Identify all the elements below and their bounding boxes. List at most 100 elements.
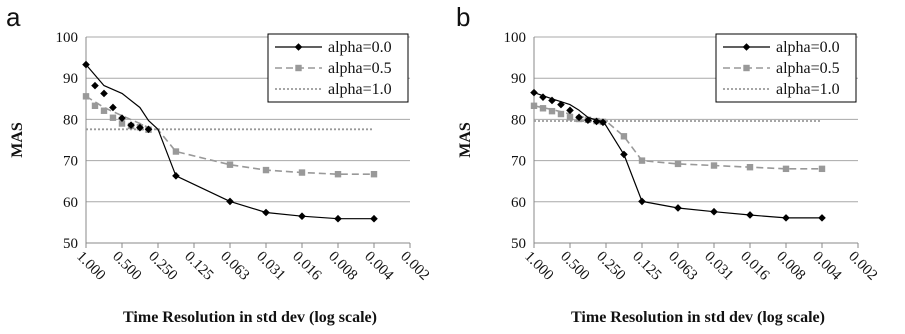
data-point-alpha=0.0 <box>584 116 592 125</box>
x-tick-label: 0.063 <box>217 249 252 284</box>
data-point-alpha=0.5 <box>710 162 718 169</box>
data-point-alpha=0.0 <box>144 125 153 134</box>
x-tick-label: 0.500 <box>557 249 592 284</box>
data-point-alpha=0.5 <box>109 114 117 121</box>
x-axis-title: Time Resolution in std dev (log scale) <box>571 309 825 326</box>
series-line-alpha=0.5 <box>533 105 822 170</box>
x-tick-label: 0.002 <box>397 249 432 284</box>
data-point-alpha=0.0 <box>638 197 646 206</box>
x-tick-label: 0.004 <box>809 249 845 285</box>
y-tick-label: 90 <box>511 71 526 87</box>
data-point-alpha=0.5 <box>566 114 574 121</box>
data-point-alpha=0.0 <box>710 207 718 216</box>
data-point-alpha=0.5 <box>674 160 682 168</box>
panel-label: a <box>6 2 21 32</box>
legend-marker <box>742 43 751 51</box>
x-tick-label: 0.250 <box>145 249 180 284</box>
legend-entry: alpha=1.0 <box>328 81 392 98</box>
y-axis-title: MAS <box>9 122 26 158</box>
data-point-alpha=0.0 <box>674 204 682 212</box>
data-point-alpha=0.0 <box>370 214 378 223</box>
data-point-alpha=0.5 <box>746 163 754 171</box>
x-tick-label: 1.000 <box>73 249 108 284</box>
legend-entry: alpha=0.0 <box>776 39 840 56</box>
series-line-alpha=0.0 <box>533 92 822 219</box>
y-tick-label: 60 <box>63 195 78 211</box>
data-point-alpha=0.0 <box>530 88 538 97</box>
y-tick-label: 70 <box>63 154 78 170</box>
legend-entry: alpha=0.5 <box>328 60 392 77</box>
data-point-alpha=0.5 <box>226 161 234 168</box>
x-tick-label: 0.002 <box>845 249 880 284</box>
x-tick-label: 0.008 <box>325 249 360 284</box>
y-tick-label: 100 <box>504 30 527 46</box>
x-tick-label: 0.004 <box>361 249 397 285</box>
data-point-alpha=0.5 <box>91 102 99 110</box>
y-tick-label: 80 <box>511 112 526 128</box>
series-line-alpha=0.5 <box>85 95 374 175</box>
data-point-alpha=0.0 <box>557 100 565 109</box>
x-tick-label: 0.016 <box>289 249 325 285</box>
data-point-alpha=0.0 <box>548 96 556 105</box>
x-tick-label: 0.031 <box>253 249 288 284</box>
data-point-alpha=0.0 <box>620 150 628 159</box>
data-point-alpha=0.0 <box>566 106 574 115</box>
data-point-alpha=0.0 <box>599 118 607 127</box>
legend: alpha=0.0 alpha=0.5 alpha=1.0 <box>715 33 857 103</box>
y-tick-label: 50 <box>511 236 526 252</box>
data-point-alpha=0.0 <box>118 114 126 122</box>
data-point-alpha=0.5 <box>782 165 790 173</box>
data-point-alpha=0.5 <box>370 170 378 178</box>
data-point-alpha=0.0 <box>127 121 135 129</box>
y-tick-label: 70 <box>511 154 526 170</box>
data-point-alpha=0.5 <box>539 105 547 112</box>
x-tick-label: 0.125 <box>181 249 216 284</box>
legend-entry: alpha=0.5 <box>776 60 840 77</box>
data-point-alpha=0.0 <box>82 60 90 69</box>
data-point-alpha=0.0 <box>226 197 234 206</box>
x-tick-label: 0.500 <box>109 249 144 284</box>
x-tick-label: 0.031 <box>701 249 736 284</box>
data-point-alpha=0.0 <box>298 212 306 221</box>
data-point-alpha=0.5 <box>818 165 826 173</box>
data-point-alpha=0.0 <box>782 214 790 222</box>
data-point-alpha=0.0 <box>100 89 108 98</box>
data-point-alpha=0.5 <box>530 102 538 110</box>
data-point-alpha=0.5 <box>557 110 565 118</box>
legend-entry: alpha=0.0 <box>328 39 392 56</box>
data-point-alpha=0.0 <box>136 123 144 132</box>
data-point-alpha=0.0 <box>262 208 270 217</box>
x-tick-label: 0.250 <box>593 249 628 284</box>
y-tick-label: 60 <box>511 195 526 211</box>
series-line-alpha=0.0 <box>85 64 374 220</box>
data-point-alpha=0.0 <box>818 214 826 222</box>
data-point-alpha=0.0 <box>746 211 754 219</box>
data-point-alpha=0.0 <box>575 113 583 122</box>
legend-marker <box>295 64 302 72</box>
legend-marker <box>743 64 750 72</box>
data-point-alpha=0.0 <box>91 81 99 90</box>
x-tick-label: 0.016 <box>737 249 773 285</box>
x-axis-title: Time Resolution in std dev (log scale) <box>123 309 377 326</box>
legend-entry: alpha=1.0 <box>776 81 840 98</box>
data-point-alpha=0.0 <box>592 117 601 126</box>
data-point-alpha=0.0 <box>109 103 117 112</box>
y-tick-label: 90 <box>63 71 78 87</box>
legend: alpha=0.0 alpha=0.5 alpha=1.0 <box>267 33 409 103</box>
data-point-alpha=0.5 <box>548 107 556 115</box>
data-point-alpha=0.0 <box>172 172 180 180</box>
y-tick-label: 80 <box>63 112 78 128</box>
x-tick-label: 0.063 <box>665 249 700 284</box>
y-tick-label: 100 <box>56 30 79 46</box>
data-point-alpha=0.5 <box>638 157 646 164</box>
y-axis-title: MAS <box>457 122 474 158</box>
data-point-alpha=0.0 <box>539 93 547 101</box>
data-point-alpha=0.5 <box>118 120 126 127</box>
x-tick-label: 0.008 <box>773 249 808 284</box>
x-tick-label: 0.125 <box>629 249 664 284</box>
y-tick-label: 50 <box>63 236 78 252</box>
